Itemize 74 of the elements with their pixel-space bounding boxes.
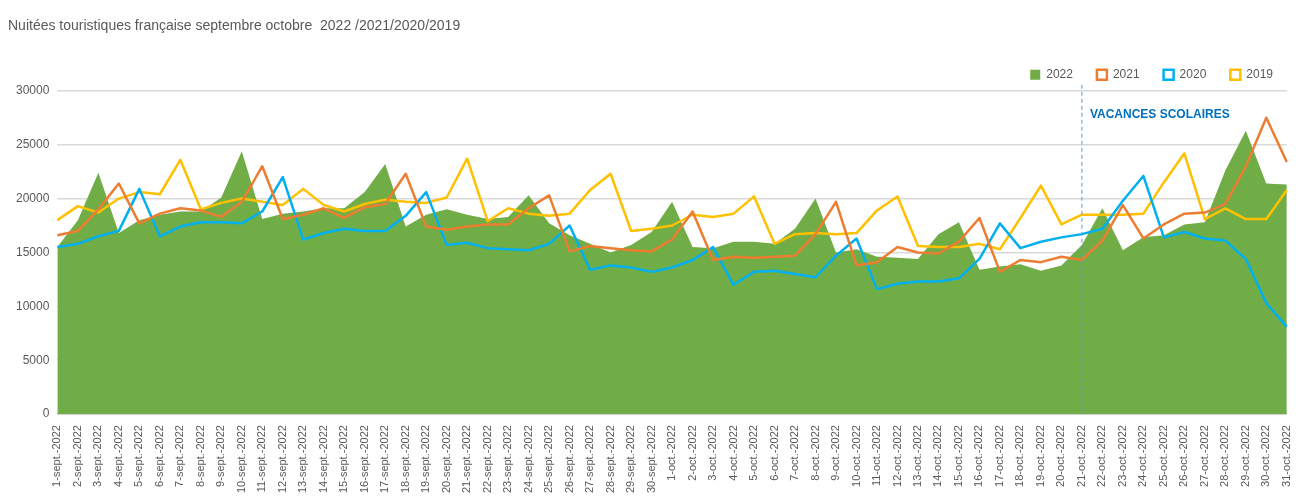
x-tick-label: 28-sept.-2022 bbox=[603, 425, 616, 494]
x-tick-label: 27-sept.-2022 bbox=[583, 425, 596, 494]
x-tick-label: 19-sept.-2022 bbox=[419, 425, 432, 494]
y-tick-label: 5000 bbox=[22, 352, 50, 367]
y-tick-label: 15000 bbox=[15, 244, 50, 259]
x-tick-label: 24-oct.-2022 bbox=[1136, 425, 1149, 487]
x-tick-label: 9-oct.-2022 bbox=[829, 425, 842, 481]
y-tick-label: 10000 bbox=[15, 298, 50, 313]
x-tick-label: 8-oct.-2022 bbox=[808, 425, 821, 481]
ref-line-label: VACANCES SCOLAIRES bbox=[1089, 107, 1230, 122]
x-tick-label: 17-oct.-2022 bbox=[992, 425, 1005, 487]
x-tick-label: 7-oct.-2022 bbox=[788, 425, 801, 481]
x-tick-label: 18-sept.-2022 bbox=[398, 425, 411, 494]
x-tick-label: 16-oct.-2022 bbox=[972, 425, 985, 487]
x-tick-label: 18-oct.-2022 bbox=[1013, 425, 1026, 487]
y-tick-label: 25000 bbox=[15, 137, 50, 151]
legend-label: 2020 bbox=[1179, 67, 1207, 82]
x-tick-label: 21-oct.-2022 bbox=[1074, 425, 1087, 487]
x-tick-label: 6-sept.-2022 bbox=[152, 425, 165, 487]
x-tick-label: 12-sept.-2022 bbox=[275, 425, 288, 494]
x-tick-label: 22-sept.-2022 bbox=[480, 425, 493, 494]
x-tick-label: 5-oct.-2022 bbox=[747, 425, 760, 481]
x-tick-label: 7-sept.-2022 bbox=[173, 425, 186, 487]
x-tick-label: 21-sept.-2022 bbox=[460, 425, 473, 494]
x-tick-label: 31-oct.-2022 bbox=[1279, 425, 1292, 487]
legend-label: 2021 bbox=[1112, 67, 1140, 82]
x-tick-label: 8-sept.-2022 bbox=[193, 425, 206, 487]
x-tick-label: 16-sept.-2022 bbox=[357, 425, 370, 494]
x-tick-label: 15-oct.-2022 bbox=[951, 425, 964, 487]
x-tick-label: 9-sept.-2022 bbox=[214, 425, 227, 487]
legend-label: 2019 bbox=[1246, 67, 1274, 82]
x-tick-label: 20-sept.-2022 bbox=[439, 425, 452, 494]
x-tick-label: 2-oct.-2022 bbox=[685, 425, 698, 481]
x-tick-label: 30-sept.-2022 bbox=[644, 425, 657, 494]
x-tick-label: 1-oct.-2022 bbox=[665, 425, 678, 481]
x-tick-label: 22-oct.-2022 bbox=[1095, 425, 1108, 487]
x-tick-label: 20-oct.-2022 bbox=[1054, 425, 1067, 487]
x-tick-label: 11-sept.-2022 bbox=[255, 425, 268, 493]
x-tick-label: 26-oct.-2022 bbox=[1177, 425, 1190, 487]
x-tick-label: 10-sept.-2022 bbox=[234, 425, 247, 494]
x-tick-label: 3-sept.-2022 bbox=[91, 425, 104, 487]
x-tick-label: 14-sept.-2022 bbox=[316, 425, 329, 494]
x-tick-label: 30-oct.-2022 bbox=[1259, 425, 1272, 487]
x-tick-label: 24-sept.-2022 bbox=[521, 425, 534, 494]
x-tick-label: 3-oct.-2022 bbox=[706, 425, 719, 481]
x-tick-label: 28-oct.-2022 bbox=[1218, 425, 1231, 487]
x-tick-label: 6-oct.-2022 bbox=[767, 425, 780, 481]
x-tick-label: 1-sept.-2022 bbox=[50, 425, 63, 487]
x-tick-label: 13-sept.-2022 bbox=[296, 425, 309, 494]
x-tick-label: 25-sept.-2022 bbox=[542, 425, 555, 494]
x-tick-label: 17-sept.-2022 bbox=[378, 425, 391, 494]
x-tick-label: 29-oct.-2022 bbox=[1238, 425, 1251, 487]
x-tick-label: 29-sept.-2022 bbox=[624, 425, 637, 494]
chart-title: Nuitées touristiques française septembre octobre 2022 /2021/2020/2019 bbox=[8, 17, 461, 34]
x-tick-label: 4-sept.-2022 bbox=[111, 425, 124, 487]
x-tick-label: 12-oct.-2022 bbox=[890, 425, 903, 487]
x-tick-label: 10-oct.-2022 bbox=[849, 425, 862, 487]
x-tick-label: 23-oct.-2022 bbox=[1115, 425, 1128, 487]
x-tick-label: 5-sept.-2022 bbox=[132, 425, 145, 487]
x-tick-label: 13-oct.-2022 bbox=[911, 425, 923, 487]
x-tick-label: 27-oct.-2022 bbox=[1197, 425, 1210, 487]
x-tick-label: 11-oct.-2022 bbox=[870, 425, 883, 487]
x-tick-label: 2-sept.-2022 bbox=[70, 425, 83, 487]
x-tick-label: 4-oct.-2022 bbox=[726, 425, 739, 481]
legend-label: 2022 bbox=[1046, 67, 1074, 82]
y-tick-label: 20000 bbox=[15, 190, 50, 205]
x-tick-label: 25-oct.-2022 bbox=[1156, 425, 1169, 487]
x-tick-label: 26-sept.-2022 bbox=[562, 425, 575, 494]
x-tick-label: 19-oct.-2022 bbox=[1033, 425, 1046, 487]
y-tick-label: 0 bbox=[42, 406, 50, 421]
y-tick-label: 30000 bbox=[15, 83, 50, 98]
x-tick-label: 23-sept.-2022 bbox=[501, 425, 514, 494]
x-tick-label: 14-oct.-2022 bbox=[931, 425, 944, 487]
x-tick-label: 15-sept.-2022 bbox=[337, 425, 350, 494]
